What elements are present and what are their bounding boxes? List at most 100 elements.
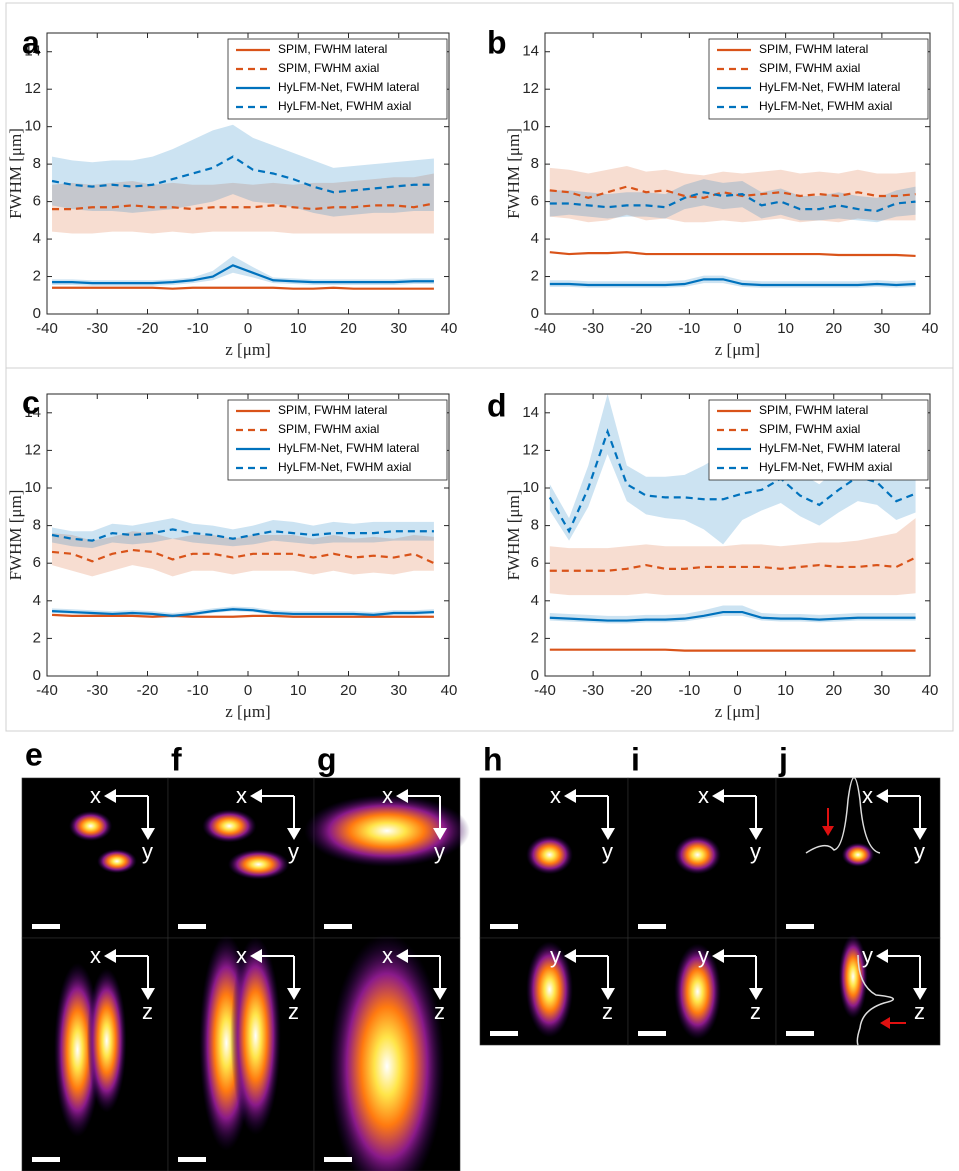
series-line [549,191,916,213]
x-tick-label: -20 [137,320,159,337]
panel-label: i [631,741,640,777]
legend-box [708,38,929,120]
legend-label: SPIM, FWHM axial [759,422,860,436]
scale-bar [638,1031,666,1036]
arrow-head [712,789,724,803]
axis-letter: z [434,999,445,1024]
x-tick-label: 10 [777,682,794,699]
axis-letter: y [434,839,445,864]
axis-letter: x [90,943,101,968]
axis-letter: y [142,839,153,864]
axis-letter: x [862,783,873,808]
axis-letter: y [914,839,925,864]
x-tick-label: 30 [390,320,407,337]
x-tick-label: -30 [86,682,108,699]
x-tick-label: 0 [733,682,741,699]
legend-box [227,399,448,481]
legend-label: SPIM, FWHM lateral [278,42,387,56]
arrow-head [876,789,888,803]
legend-label: HyLFM-Net, FWHM lateral [759,441,900,455]
axis-letter: z [914,999,925,1024]
x-tick-label: -40 [36,320,58,337]
y-tick-label: 10 [24,479,41,496]
y-tick-label: 10 [522,479,539,496]
intensity-profile [805,777,881,854]
legend-box [227,38,448,120]
axis-letter: z [288,999,299,1024]
arrow-head [564,789,576,803]
psf-spot [526,941,573,1038]
series-line [549,610,916,622]
legend-label: HyLFM-Net, FWHM lateral [278,80,419,94]
y-tick-label: 8 [33,155,41,172]
panel-label: c [22,384,40,420]
psf-spot [54,962,101,1137]
axis-letter: y [750,839,761,864]
x-tick-label: -20 [630,682,652,699]
axis-letter: y [698,943,709,968]
y-tick-label: 14 [522,404,539,421]
y-tick-label: 8 [33,517,41,534]
scale-bar [178,1157,206,1162]
x-tick-label: 10 [290,682,307,699]
y-tick-label: 4 [531,230,539,247]
arrow-head [287,828,301,840]
x-tick-label: -30 [582,320,604,337]
y-tick-label: 14 [24,43,41,60]
psf-spot [69,811,113,841]
scale-bar [324,1157,352,1162]
y-tick-label: 4 [33,592,41,609]
error-band [52,124,434,217]
panel-label: a [22,24,40,60]
series-line [51,613,434,618]
panel-label: d [487,387,507,423]
y-axis-label: FWHM [μm] [504,490,523,581]
x-axis-label: z [μm] [225,340,270,359]
arrow-head [396,789,408,803]
x-tick-label: 40 [922,320,939,337]
y-tick-label: 6 [33,193,41,210]
x-tick-label: 30 [874,320,891,337]
scale-bar [490,924,518,929]
x-tick-label: 40 [441,320,458,337]
x-tick-label: 10 [777,320,794,337]
x-tick-label: -10 [187,682,209,699]
psf-spot [86,968,127,1113]
panel-label: f [171,741,182,777]
series-line [549,556,917,572]
red-arrow-head [822,826,834,836]
axis-letter: z [602,999,613,1024]
series-line [51,608,434,617]
x-tick-label: 0 [244,682,252,699]
series-line [51,548,435,565]
x-axis-label: z [μm] [715,702,760,721]
series-line [549,278,916,287]
scale-bar [178,924,206,929]
y-tick-label: 6 [531,554,539,571]
error-band [549,179,916,223]
arrow-head [749,988,763,1000]
scale-bar [32,1157,60,1162]
psf-spot [97,849,137,874]
x-tick-label: -40 [534,682,556,699]
panel-label: e [25,736,43,772]
y-tick-label: 12 [24,80,41,97]
y-tick-label: 0 [33,667,41,684]
legend-label: HyLFM-Net, FWHM axial [759,460,892,474]
x-tick-label: -30 [86,320,108,337]
series-line [549,185,916,199]
y-tick-label: 2 [531,629,539,646]
scale-bar [786,924,814,929]
scale-bar [324,924,352,929]
arrow-head [749,828,763,840]
scale-bar [638,924,666,929]
x-tick-label: 30 [390,682,407,699]
y-tick-label: 12 [522,441,539,458]
arrow-head [104,949,116,963]
axis-letter: x [382,943,393,968]
legend-label: HyLFM-Net, FWHM axial [278,99,411,113]
y-tick-label: 8 [531,517,539,534]
red-arrow-head [880,1017,890,1029]
y-tick-label: 10 [24,118,41,135]
